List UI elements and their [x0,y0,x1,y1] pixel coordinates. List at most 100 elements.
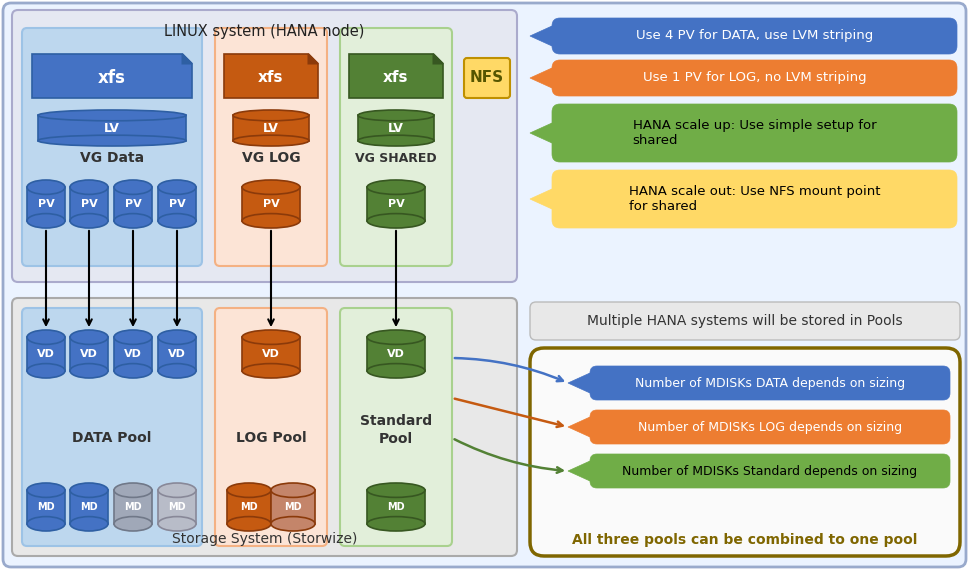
Ellipse shape [242,364,300,378]
Text: VD: VD [168,349,186,359]
Text: MD: MD [169,502,186,512]
Text: MD: MD [37,502,55,512]
Ellipse shape [358,110,434,121]
FancyBboxPatch shape [590,410,950,444]
Ellipse shape [27,330,65,344]
Text: Use 1 PV for LOG, no LVM striping: Use 1 PV for LOG, no LVM striping [642,71,866,84]
Polygon shape [349,54,443,98]
Text: LINUX system (HANA node): LINUX system (HANA node) [165,24,364,39]
Bar [367,187,425,221]
Text: VG SHARED: VG SHARED [356,152,437,165]
Polygon shape [568,461,590,481]
Text: NFS: NFS [470,71,504,85]
Bar [242,187,300,221]
FancyBboxPatch shape [22,28,202,266]
Ellipse shape [27,516,65,531]
Text: PV: PV [263,199,279,209]
Text: HANA scale up: Use simple setup for
shared: HANA scale up: Use simple setup for shar… [633,119,876,147]
Ellipse shape [70,330,108,344]
Ellipse shape [158,330,196,344]
Text: Storage System (Storwize): Storage System (Storwize) [172,532,358,546]
Ellipse shape [271,483,315,498]
Text: MD: MD [240,502,258,512]
Bar [242,337,300,371]
Ellipse shape [367,180,425,194]
Text: VD: VD [387,349,405,359]
FancyBboxPatch shape [215,308,327,546]
Ellipse shape [271,516,315,531]
Ellipse shape [242,214,300,228]
FancyBboxPatch shape [552,18,957,54]
Text: xfs: xfs [259,71,284,85]
Bar [70,490,108,524]
Text: PV: PV [388,199,404,209]
FancyBboxPatch shape [3,3,966,567]
FancyBboxPatch shape [12,298,517,556]
Bar [114,337,152,371]
Text: xfs: xfs [98,69,126,87]
Bar [158,187,196,221]
FancyBboxPatch shape [590,454,950,488]
Ellipse shape [367,516,425,531]
Bar [367,490,425,524]
Ellipse shape [27,214,65,228]
Ellipse shape [70,516,108,531]
Polygon shape [530,68,552,88]
Ellipse shape [233,110,309,121]
Ellipse shape [114,516,152,531]
Ellipse shape [114,180,152,194]
FancyBboxPatch shape [340,28,452,266]
Bar [358,115,434,141]
Ellipse shape [367,483,425,498]
FancyBboxPatch shape [215,28,327,266]
Text: Number of MDISKs LOG depends on sizing: Number of MDISKs LOG depends on sizing [638,421,902,434]
Text: Number of MDISKs Standard depends on sizing: Number of MDISKs Standard depends on siz… [622,465,918,478]
Ellipse shape [158,516,196,531]
Ellipse shape [114,214,152,228]
Polygon shape [568,373,590,393]
Ellipse shape [38,135,186,146]
Text: PV: PV [125,199,141,209]
Bar [158,337,196,371]
Bar [38,115,186,141]
Bar [114,187,152,221]
Ellipse shape [158,214,196,228]
FancyBboxPatch shape [552,60,957,96]
Ellipse shape [158,180,196,194]
Text: VD: VD [262,349,280,359]
Polygon shape [530,26,552,46]
Text: LOG Pool: LOG Pool [235,431,306,445]
Text: HANA scale out: Use NFS mount point
for shared: HANA scale out: Use NFS mount point for … [629,185,880,213]
Text: MD: MD [388,502,405,512]
Ellipse shape [158,483,196,498]
FancyBboxPatch shape [590,366,950,400]
Polygon shape [530,123,552,143]
Text: LV: LV [388,121,404,135]
Bar [70,337,108,371]
Bar [233,115,309,141]
Text: PV: PV [38,199,54,209]
Text: Use 4 PV for DATA, use LVM striping: Use 4 PV for DATA, use LVM striping [636,30,873,43]
Text: Multiple HANA systems will be stored in Pools: Multiple HANA systems will be stored in … [587,314,903,328]
Polygon shape [433,54,443,64]
Ellipse shape [27,180,65,194]
Ellipse shape [358,135,434,146]
Text: LV: LV [104,121,120,135]
Text: xfs: xfs [384,71,409,85]
Bar [367,337,425,371]
Polygon shape [568,417,590,437]
Polygon shape [224,54,318,98]
Bar [114,490,152,524]
Ellipse shape [227,483,271,498]
FancyBboxPatch shape [22,308,202,546]
Text: MD: MD [124,502,141,512]
Bar [158,490,196,524]
Text: DATA Pool: DATA Pool [73,431,152,445]
Text: MD: MD [80,502,98,512]
Ellipse shape [70,214,108,228]
Bar [227,490,271,524]
FancyBboxPatch shape [552,104,957,162]
FancyBboxPatch shape [530,302,960,340]
Text: MD: MD [284,502,301,512]
Polygon shape [530,189,552,209]
